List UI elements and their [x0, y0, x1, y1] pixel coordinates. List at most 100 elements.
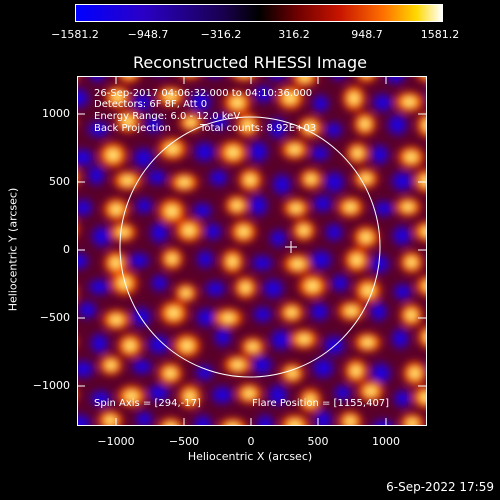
hot-fringe [238, 335, 267, 359]
hot-fringe [413, 273, 426, 299]
colorbar-tick-label: −316.2 [200, 28, 242, 41]
hot-fringe [290, 218, 318, 243]
hot-fringe [229, 77, 259, 84]
hot-fringe [412, 167, 426, 195]
energy-range-label: Energy Range: 6.0 - 12.0 keV [94, 111, 241, 122]
method-label: Back Projection [94, 123, 171, 134]
hot-fringe [280, 196, 312, 220]
hot-fringe [156, 415, 186, 425]
hot-fringe [414, 77, 426, 85]
cold-fringe [201, 220, 225, 243]
cold-fringe [132, 195, 156, 217]
hot-fringe [401, 359, 426, 388]
date-stamp: 6-Sep-2022 17:59 [386, 480, 494, 494]
cold-fringe [267, 326, 295, 354]
total-counts-label: Total counts: 8.92E+03 [200, 123, 317, 134]
x-tick-label: 1000 [372, 435, 400, 448]
cold-fringe [246, 191, 271, 220]
cold-fringe [320, 168, 348, 197]
hot-fringe [176, 382, 204, 411]
cold-fringe [189, 200, 216, 221]
solar-limb-circle [119, 116, 381, 378]
hot-fringe [336, 409, 364, 425]
hot-fringe [395, 144, 426, 170]
hot-fringe [274, 83, 306, 112]
cold-fringe [424, 89, 426, 102]
cold-fringe [84, 118, 113, 140]
hot-fringe [171, 331, 203, 360]
hot-fringe [78, 77, 81, 81]
cold-fringe [311, 406, 335, 425]
hot-fringe [287, 327, 321, 351]
y-tick-label: −500 [39, 311, 70, 324]
cold-fringe [206, 166, 231, 189]
cold-fringe [86, 387, 115, 409]
hot-fringe [216, 138, 250, 167]
cold-fringe [190, 138, 219, 166]
y-axis-label: Heliocentric Y (arcsec) [6, 187, 20, 312]
spin-axis-label: Spin Axis = [294,-17] [94, 398, 201, 409]
hot-fringe [221, 353, 255, 377]
cold-fringe [144, 167, 170, 188]
cold-fringe [264, 77, 290, 84]
cold-fringe [85, 162, 108, 189]
cold-fringe [424, 362, 426, 372]
hot-fringe [78, 220, 82, 238]
sun-center-marker [285, 241, 297, 253]
cold-fringe [192, 305, 221, 330]
cold-fringe [245, 137, 272, 166]
hot-fringe [414, 110, 426, 140]
hot-fringe [296, 114, 325, 140]
hot-fringe [344, 140, 371, 166]
cold-fringe [192, 362, 217, 384]
y-tick-label: 0 [63, 243, 70, 256]
hot-fringe [354, 77, 379, 86]
hot-fringe [351, 331, 384, 354]
hot-fringe [392, 89, 426, 114]
flare-position-label: Flare Position = [1155,407] [252, 398, 390, 409]
cold-fringe [369, 90, 396, 115]
hot-fringe [351, 224, 381, 251]
cold-fringe [186, 87, 216, 116]
hot-fringe [278, 137, 311, 162]
hot-fringe [211, 306, 246, 330]
hot-fringe [116, 77, 142, 86]
y-tick-label: 500 [49, 175, 70, 188]
cold-fringe [306, 247, 336, 273]
x-tick-label: −500 [168, 435, 200, 448]
cold-fringe [266, 226, 290, 250]
cold-fringe [204, 77, 226, 82]
colorbar-tick-label: 316.2 [278, 28, 310, 41]
hot-fringe [342, 245, 372, 275]
cold-fringe [78, 250, 92, 272]
x-tick-label: −1000 [97, 435, 135, 448]
hot-fringe [216, 416, 249, 425]
cold-fringe [366, 251, 393, 277]
rhessi-image-panel [77, 76, 427, 426]
cold-fringe [201, 278, 229, 300]
hot-fringe [280, 252, 315, 276]
cold-fringe [259, 275, 288, 302]
time-range-label: 26-Sep-2017 04:06:32.000 to 04:10:36.000 [94, 88, 313, 99]
cold-fringe [384, 111, 411, 139]
hot-fringe [340, 83, 368, 114]
cold-fringe [207, 383, 237, 407]
cold-fringe [78, 298, 100, 322]
cold-fringe [265, 381, 291, 409]
hot-fringe [234, 381, 264, 406]
hot-fringe [78, 337, 79, 346]
cold-fringe [211, 324, 235, 350]
cold-fringe [152, 77, 167, 79]
hot-fringe [110, 169, 145, 192]
hot-fringe [335, 195, 366, 220]
cold-fringe [133, 408, 156, 425]
cold-fringe [206, 111, 232, 133]
hot-fringe [167, 171, 201, 194]
cold-fringe [388, 168, 417, 195]
cold-fringe [253, 411, 277, 425]
hot-fringe [155, 135, 190, 163]
detectors-label: Detectors: 6F 8F, Att 0 [94, 99, 208, 110]
hot-fringe [228, 218, 259, 245]
hot-fringe [351, 166, 381, 191]
